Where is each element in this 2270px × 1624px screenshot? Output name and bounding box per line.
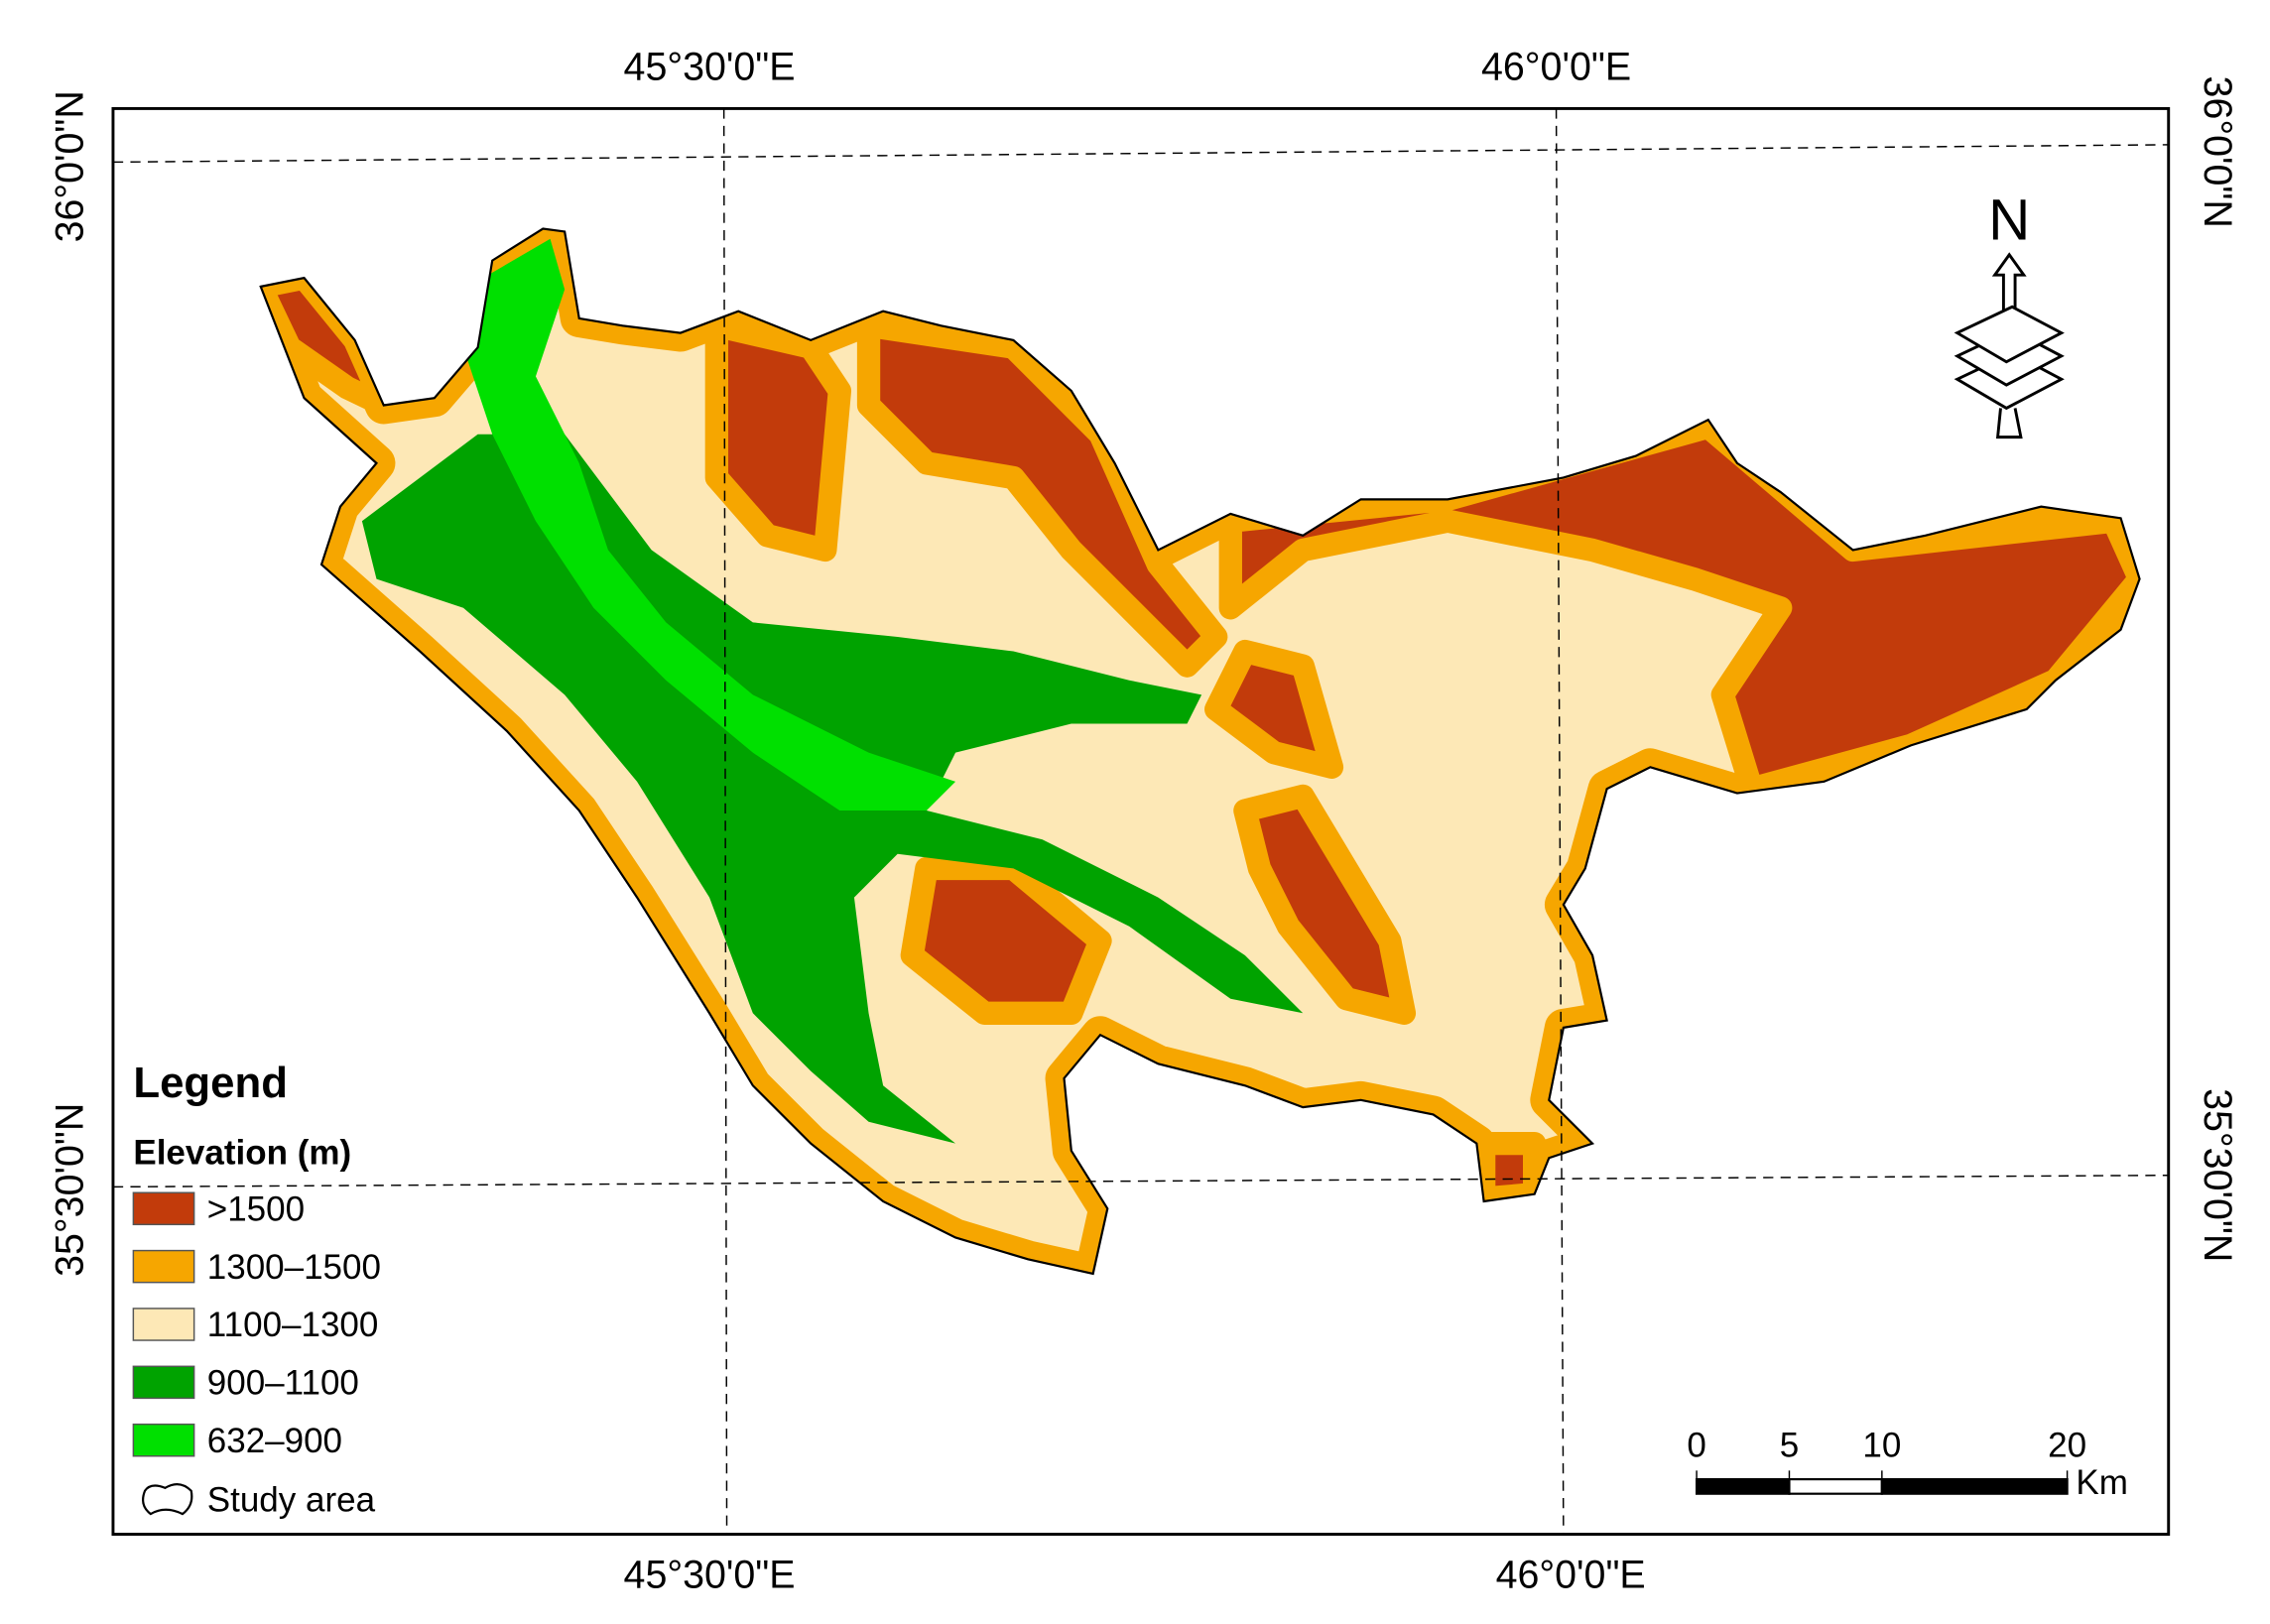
legend-swatch xyxy=(132,1423,195,1457)
legend-label: 1100–1300 xyxy=(207,1306,379,1344)
scale-label: 10 xyxy=(1862,1426,1901,1464)
legend-label: 632–900 xyxy=(207,1422,342,1460)
graticule-label: 35°30'0"N xyxy=(48,1103,91,1277)
graticule-label: 45°30'0"E xyxy=(624,1554,796,1597)
legend-title: Legend xyxy=(133,1059,288,1107)
legend-swatch xyxy=(132,1191,195,1226)
scale-segment xyxy=(1880,1478,2069,1495)
scale-unit: Km xyxy=(2076,1463,2128,1502)
graticule xyxy=(112,108,2169,1535)
north-arrow: N xyxy=(1954,188,2065,439)
graticule-line xyxy=(112,144,2169,164)
legend-swatch xyxy=(132,1249,195,1284)
graticule-label: 36°0'0"N xyxy=(48,90,91,242)
legend-label: Study area xyxy=(207,1481,376,1520)
legend-label: 900–1100 xyxy=(207,1364,359,1403)
legend-label: 1300–1500 xyxy=(207,1248,381,1287)
legend-swatch xyxy=(132,1365,195,1400)
scale-segment xyxy=(1695,1478,1791,1495)
graticule-label: 46°0'0"E xyxy=(1496,1554,1646,1597)
scale-label: 0 xyxy=(1687,1426,1705,1464)
graticule-label: 35°30'0"N xyxy=(2196,1088,2239,1262)
scale-label: 5 xyxy=(1780,1426,1799,1464)
scale-label: 20 xyxy=(2048,1426,2086,1464)
graticule-line xyxy=(722,108,728,1535)
legend-label: >1500 xyxy=(207,1189,305,1228)
legend: Legend Elevation (m) Study area >1500 130… xyxy=(132,1059,381,1520)
legend-swatch xyxy=(132,1308,195,1341)
elevation-zone xyxy=(463,238,956,812)
graticule-label: 45°30'0"E xyxy=(624,45,796,88)
study-area-symbol xyxy=(142,1483,193,1516)
graticule-line xyxy=(1555,108,1565,1535)
graticule-line xyxy=(112,1174,2169,1188)
graticule-label: 36°0'0"N xyxy=(2196,76,2239,228)
graticule-label: 46°0'0"E xyxy=(1481,45,1631,88)
scale-segment xyxy=(1788,1478,1883,1495)
legend-subtitle: Elevation (m) xyxy=(133,1134,351,1173)
north-label: N xyxy=(1988,188,2030,253)
